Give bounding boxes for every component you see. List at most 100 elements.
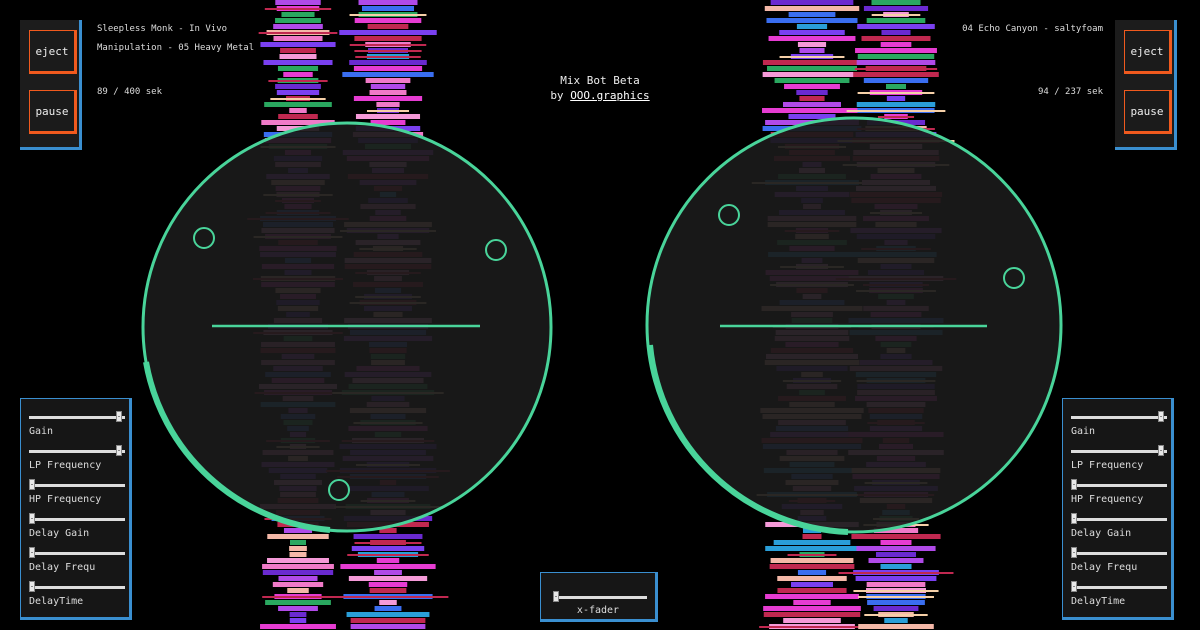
waveform-bar — [263, 60, 333, 65]
deck-right-track-info: 04 Echo Canyon - saltyfoam — [962, 20, 1103, 39]
waveform-bar — [281, 12, 315, 17]
waveform-bar — [779, 30, 845, 35]
deck-right-slider-label: HP Frequency — [1071, 494, 1144, 505]
waveform-bar — [289, 612, 307, 617]
waveform-bar — [376, 102, 400, 107]
waveform-bar — [283, 528, 313, 533]
deck-right-slider-label: LP Frequency — [1071, 460, 1144, 471]
disc-left-marker — [485, 239, 507, 261]
byline-link[interactable]: OOO.graphics — [570, 89, 650, 102]
turntable-right[interactable] — [645, 116, 1063, 535]
deck-right-slider-0[interactable] — [1071, 411, 1167, 423]
crossfader-track — [553, 596, 647, 599]
waveform-bar — [866, 18, 926, 23]
deck-right-slider-thumb[interactable] — [1071, 513, 1077, 524]
waveform-bar — [283, 72, 313, 77]
deck-right-slider-4[interactable] — [1071, 547, 1167, 559]
deck-right-slider-thumb[interactable] — [1158, 411, 1165, 422]
waveform-bar — [880, 540, 912, 545]
waveform-bar — [799, 48, 825, 53]
waveform-bar — [788, 114, 836, 119]
deck-left-pause-button[interactable]: pause — [29, 90, 77, 134]
deck-right-slider-track — [1071, 450, 1167, 453]
deck-left-slider-4[interactable] — [29, 547, 125, 559]
crossfader-thumb[interactable] — [553, 591, 559, 602]
deck-left-slider-thumb[interactable] — [29, 513, 35, 524]
waveform-bar — [354, 18, 422, 23]
deck-left-slider-1[interactable] — [29, 445, 125, 457]
deck-right-slider-3[interactable] — [1071, 513, 1167, 525]
waveform-bar — [273, 36, 323, 41]
deck-right-slider-1[interactable] — [1071, 445, 1167, 457]
deck-left-eject-button[interactable]: eject — [29, 30, 77, 74]
waveform-bar — [374, 570, 402, 575]
waveform-bar — [763, 606, 861, 611]
deck-left-slider-thumb[interactable] — [116, 411, 123, 422]
deck-right-slider-track — [1071, 518, 1167, 521]
waveform-bar — [770, 558, 854, 563]
waveform-bar — [857, 24, 935, 29]
waveform-bar — [796, 24, 828, 29]
waveform-bar — [267, 534, 329, 539]
deck-left-slider-3[interactable] — [29, 513, 125, 525]
app-title-block: Mix Bot Beta by OOO.graphics — [548, 73, 652, 103]
deck-right-slider-thumb[interactable] — [1071, 581, 1077, 592]
deck-left-slider-thumb[interactable] — [116, 445, 123, 456]
waveform-bar — [278, 606, 318, 611]
waveform-tick — [864, 614, 928, 616]
waveform-bar — [769, 564, 855, 569]
waveform-tick — [871, 14, 921, 16]
deck-right-slider-thumb[interactable] — [1071, 547, 1077, 558]
waveform-bar — [370, 84, 406, 89]
deck-right-track-line1: 04 Echo Canyon - saltyfoam — [962, 24, 1103, 34]
deck-left-slider-5[interactable] — [29, 581, 125, 593]
waveform-tick — [877, 116, 915, 118]
deck-right-slider-label: Gain — [1071, 426, 1096, 437]
waveform-bar — [367, 24, 409, 29]
waveform-bar — [379, 600, 397, 605]
deck-right-pause-button[interactable]: pause — [1124, 90, 1172, 134]
deck-left-slider-thumb[interactable] — [29, 581, 35, 592]
deck-right-slider-thumb[interactable] — [1071, 479, 1077, 490]
waveform-bar — [799, 96, 825, 101]
waveform-bar — [353, 534, 423, 539]
waveform-bar — [275, 0, 321, 5]
waveform-bar — [784, 84, 840, 89]
deck-left-slider-track — [29, 416, 125, 419]
waveform-bar — [880, 42, 912, 47]
deck-left-slider-0[interactable] — [29, 411, 125, 423]
waveform-bar — [289, 618, 307, 623]
waveform-bar — [353, 96, 423, 101]
waveform-tick — [355, 56, 421, 58]
waveform-bar — [788, 12, 836, 17]
deck-left-slider-thumb[interactable] — [29, 479, 35, 490]
waveform-bar — [853, 72, 939, 77]
waveform-bar — [289, 552, 307, 557]
waveform-bar — [368, 582, 408, 587]
deck-right-slider-thumb[interactable] — [1158, 445, 1165, 456]
deck-right-eject-button[interactable]: eject — [1124, 30, 1172, 74]
waveform-bar — [763, 612, 861, 617]
deck-right-slider-label: Delay Frequ — [1071, 562, 1138, 573]
waveform-bar — [272, 582, 324, 587]
turntable-left[interactable] — [141, 121, 553, 533]
waveform-bar — [856, 60, 936, 65]
crossfader-slider[interactable] — [553, 591, 647, 603]
waveform-bar — [376, 558, 400, 563]
waveform-tick — [327, 596, 449, 598]
waveform-tick — [354, 542, 422, 544]
deck-left-slider-track — [29, 552, 125, 555]
deck-right-slider-2[interactable] — [1071, 479, 1167, 491]
deck-left-slider-thumb[interactable] — [29, 547, 35, 558]
waveform-bar — [262, 570, 334, 575]
deck-left-slider-2[interactable] — [29, 479, 125, 491]
deck-left-slider-label: Gain — [29, 426, 54, 437]
waveform-bar — [355, 114, 421, 119]
waveform-bar — [351, 546, 425, 551]
waveform-bar — [855, 48, 937, 53]
deck-right-slider-5[interactable] — [1071, 581, 1167, 593]
deck-left-slider-track — [29, 450, 125, 453]
disc-left-marker — [193, 227, 215, 249]
disc-left-marker — [328, 479, 350, 501]
